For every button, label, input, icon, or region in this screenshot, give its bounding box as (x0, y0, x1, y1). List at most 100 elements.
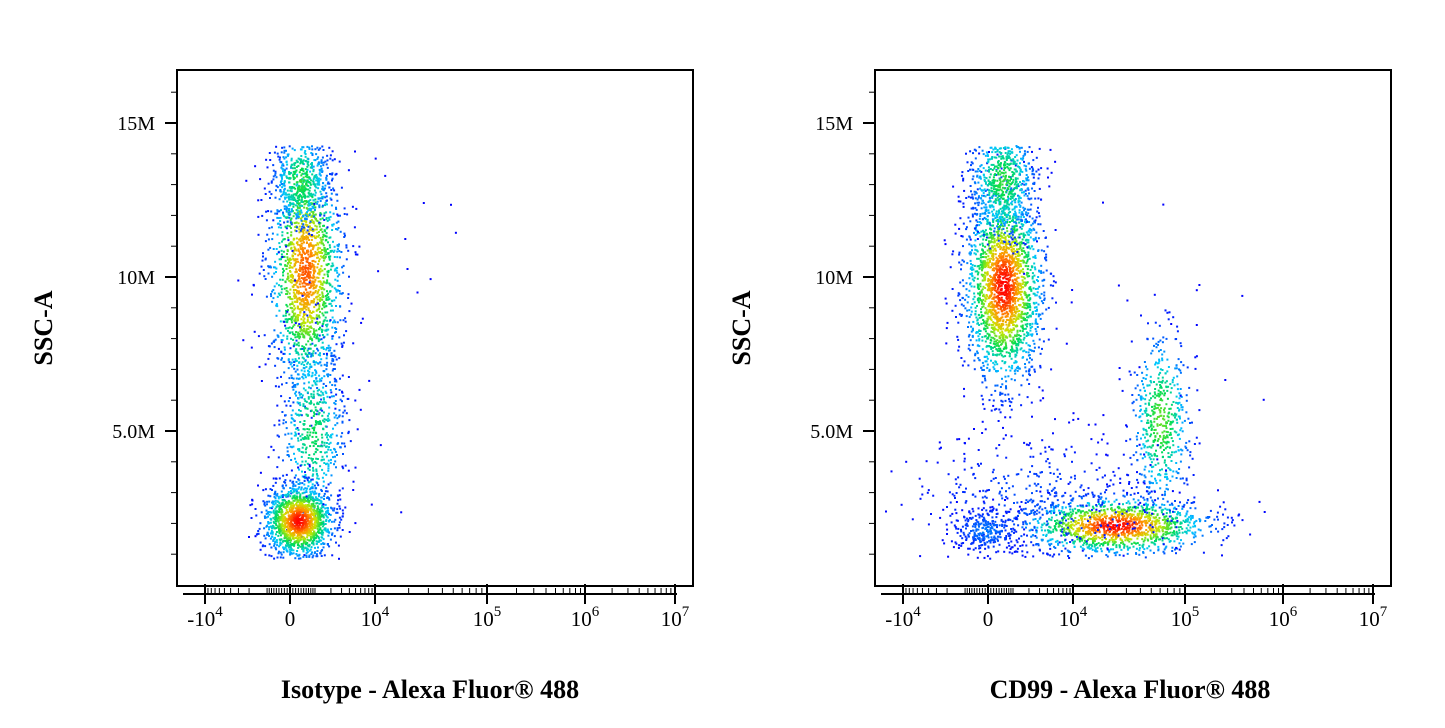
event-dot (296, 360, 298, 362)
event-dot (298, 374, 300, 376)
event-dot (317, 247, 319, 249)
event-dot (320, 358, 322, 360)
event-dot (321, 445, 323, 447)
event-dot (326, 436, 328, 438)
event-dot (337, 503, 339, 505)
event-dot (324, 364, 326, 366)
event-dot (281, 151, 283, 153)
event-dot (321, 497, 323, 499)
event-dot (332, 321, 334, 323)
event-dot (297, 544, 299, 546)
event-dot (348, 310, 350, 312)
event-dot (291, 514, 293, 516)
event-dot (1000, 386, 1002, 388)
event-dot (309, 368, 311, 370)
event-dot (268, 528, 270, 530)
event-dot (1003, 247, 1005, 249)
event-dot (309, 274, 311, 276)
event-dot (297, 314, 299, 316)
event-dot (275, 385, 277, 387)
event-dot (331, 300, 333, 302)
event-dot (273, 478, 275, 480)
event-dot (342, 516, 344, 518)
event-dot (283, 361, 285, 363)
event-dot (273, 248, 275, 250)
event-dot (295, 488, 297, 490)
event-dot (303, 177, 305, 179)
event-dot (328, 407, 330, 409)
event-dot (278, 348, 280, 350)
event-dot (314, 291, 316, 293)
event-dot (977, 335, 979, 337)
event-dot (321, 441, 323, 443)
event-dot (289, 538, 291, 540)
event-dot (1013, 318, 1015, 320)
event-dot (336, 343, 338, 345)
event-dot (289, 270, 291, 272)
event-dot (289, 296, 291, 298)
event-dot (967, 326, 969, 328)
event-dot (283, 201, 285, 203)
event-dot (301, 329, 303, 331)
event-dot (305, 366, 307, 368)
event-dot (962, 203, 964, 205)
event-dot (318, 532, 320, 534)
event-dot (283, 551, 285, 553)
event-dot (327, 535, 329, 537)
event-dot (320, 200, 322, 202)
event-dot (317, 445, 319, 447)
event-dot (325, 514, 327, 516)
event-dot (284, 400, 286, 402)
event-dot (281, 231, 283, 233)
event-dot (308, 176, 310, 178)
event-dot (310, 348, 312, 350)
event-dot (957, 322, 959, 324)
event-dot (323, 481, 325, 483)
event-dot (293, 252, 295, 254)
event-dot (273, 558, 275, 560)
event-dot (286, 175, 288, 177)
plot-frame (875, 70, 1391, 586)
event-dot (320, 165, 322, 167)
event-dot (286, 268, 288, 270)
event-dot (331, 338, 333, 340)
event-dot (309, 279, 311, 281)
event-dot (1009, 405, 1011, 407)
event-dot (330, 269, 332, 271)
event-dot (309, 190, 311, 192)
event-dot (265, 526, 267, 528)
event-dot (321, 533, 323, 535)
event-dot (305, 168, 307, 170)
event-dot (997, 350, 999, 352)
event-dot (264, 545, 266, 547)
event-dot (262, 252, 264, 254)
event-dot (292, 286, 294, 288)
event-dot (328, 217, 330, 219)
event-dot (291, 414, 293, 416)
event-dot (316, 310, 318, 312)
event-dot (321, 283, 323, 285)
event-dot (333, 402, 335, 404)
event-dot (301, 199, 303, 201)
event-dot (299, 238, 301, 240)
event-dot (288, 212, 290, 214)
event-dot (275, 524, 277, 526)
event-dot (331, 352, 333, 354)
event-dot (368, 380, 370, 382)
event-dot (303, 159, 305, 161)
event-dot (314, 261, 316, 263)
event-dot (344, 410, 346, 412)
y-axis-title: SSC-A (727, 290, 756, 365)
event-dot (315, 443, 317, 445)
event-dot (292, 389, 294, 391)
event-dot (282, 163, 284, 165)
event-dot (281, 168, 283, 170)
event-dot (294, 167, 296, 169)
event-dot (990, 258, 992, 260)
event-dot (318, 423, 320, 425)
x-tick-label: -104 (187, 604, 223, 631)
event-dot (301, 456, 303, 458)
event-dot (321, 308, 323, 310)
event-dot (339, 290, 341, 292)
event-dot (334, 332, 336, 334)
